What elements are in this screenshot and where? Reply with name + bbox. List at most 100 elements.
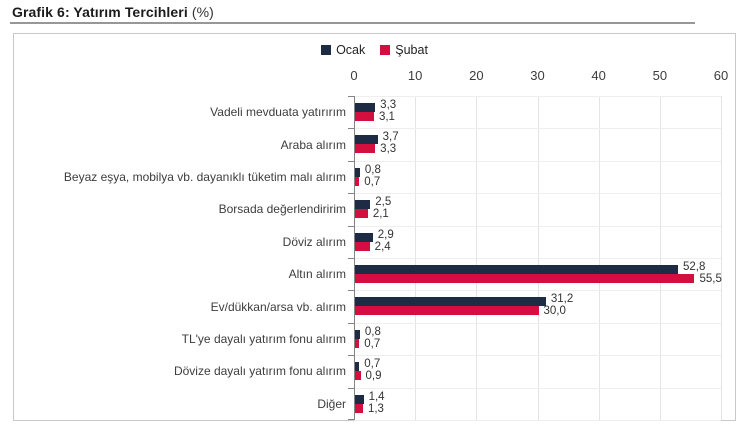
bar-ocak <box>355 232 373 242</box>
bar-ocak <box>355 297 546 307</box>
category-label: Araba alırım <box>280 137 346 152</box>
bar-ocak <box>355 329 360 339</box>
x-tick-label: 30 <box>530 68 545 83</box>
category-label: Döviz alırım <box>282 234 346 249</box>
gridline-horizontal <box>354 420 721 421</box>
bar-ocak <box>355 394 364 404</box>
value-label-ocak: 3,3 <box>380 99 397 111</box>
chart-title-unit: (%) <box>191 4 214 20</box>
chart-row: 1,4 1,3 <box>354 388 721 420</box>
category-axis-tick <box>348 355 354 357</box>
value-label-ocak: 0,7 <box>364 358 381 371</box>
bar-subat <box>355 338 360 348</box>
gridline-horizontal <box>354 387 721 389</box>
chart-row: 3,3 3,1 <box>354 96 721 128</box>
legend-swatch-icon <box>321 45 332 55</box>
value-label-ocak: 0,8 <box>364 325 381 338</box>
chart-container: Ocak Şubat 0 10 20 30 40 50 60 Vadeli mevduata … <box>13 33 736 421</box>
gridline-vertical <box>721 96 722 420</box>
category-axis-tick <box>348 96 354 97</box>
bar-ocak <box>355 362 360 372</box>
category-axis-tick <box>348 322 354 324</box>
chart-row: 2,5 2,1 <box>354 193 721 225</box>
category-axis-tick <box>348 128 354 130</box>
legend-item-ocak: Ocak <box>321 43 365 57</box>
gridline-horizontal <box>354 96 721 97</box>
value-label-subat: 55,5 <box>699 273 722 285</box>
bar-subat <box>355 241 370 251</box>
category-label: Borsada değerlendiririm <box>218 202 346 217</box>
value-label-subat: 0,7 <box>364 337 381 350</box>
category-label: Diğer <box>317 396 346 411</box>
chart-legend: Ocak Şubat <box>14 43 735 57</box>
gridline-horizontal <box>354 258 721 259</box>
category-axis-tick <box>348 419 354 420</box>
legend-label: Şubat <box>395 43 428 57</box>
bar-ocak <box>355 167 360 177</box>
x-tick-label: 20 <box>469 68 484 83</box>
bar-subat <box>355 112 374 121</box>
category-label: Ev/dükkan/arsa vb. alırım <box>210 299 346 314</box>
bar-subat <box>355 274 695 283</box>
category-label: TL'ye dayalı yatırım fonu alırım <box>181 332 346 346</box>
x-tick-label: 10 <box>407 68 423 83</box>
legend-swatch-icon <box>380 45 391 55</box>
category-axis-tick <box>348 225 354 227</box>
value-label-subat: 30,0 <box>543 305 566 318</box>
value-label-ocak: 2,5 <box>375 196 392 209</box>
gridline-horizontal <box>354 128 721 130</box>
chart-row: 52,8 55,5 <box>354 258 722 290</box>
gridline-horizontal <box>354 355 721 357</box>
x-tick-label: 60 <box>713 68 729 83</box>
category-label: Vadeli mevduata yatırırım <box>210 105 346 120</box>
category-axis-tick <box>348 160 354 162</box>
value-label-subat: 2,1 <box>372 208 389 221</box>
bar-subat <box>355 306 539 316</box>
value-label-ocak: 31,2 <box>550 293 574 306</box>
gridline-horizontal <box>354 193 721 195</box>
gridline-horizontal <box>354 225 721 227</box>
bar-ocak <box>355 265 678 274</box>
category-label: Beyaz eşya, mobilya vb. dayanıklı tüketi… <box>63 170 346 184</box>
value-label-subat: 0,9 <box>365 370 382 383</box>
bar-ocak <box>355 103 376 112</box>
chart-row: 2,9 2,4 <box>354 226 721 258</box>
x-tick-label: 50 <box>652 68 668 83</box>
x-axis: 0 10 20 30 40 50 60 <box>14 34 735 420</box>
chart-title: Grafik 6: Yatırım Tercihleri (%) <box>12 4 214 20</box>
gridline-horizontal <box>354 322 721 324</box>
chart-row: 0,7 0,9 <box>354 355 721 387</box>
category-axis-tick <box>348 193 354 195</box>
chart-title-main: Grafik 6: Yatırım Tercihleri <box>12 4 188 20</box>
x-tick-label: 40 <box>591 68 606 83</box>
value-label-subat: 3,3 <box>380 143 397 156</box>
gridline-horizontal <box>354 290 721 292</box>
value-label-ocak: 1,4 <box>368 390 385 403</box>
chart-row: 3,7 3,3 <box>354 128 721 160</box>
category-label: Dövize dayalı yatırım fonu alırım <box>173 364 346 379</box>
bar-ocak <box>355 135 378 145</box>
bar-subat <box>355 209 368 219</box>
value-label-ocak: 2,9 <box>377 228 394 241</box>
bar-ocak <box>355 200 371 210</box>
chart-row: 0,8 0,7 <box>354 323 721 355</box>
category-axis: Vadeli mevduata yatırırım Araba alırım Bey… <box>14 34 735 420</box>
category-label: Altın alırım <box>288 267 346 282</box>
plot-area: 3,3 3,1 3,7 3,3 0,8 0,7 2,5 2,1 2,9 2,4 52,8 55,5 31… <box>348 96 722 421</box>
bar-subat <box>355 371 361 381</box>
value-label-ocak: 3,7 <box>382 131 399 144</box>
chart-row: 0,8 0,7 <box>354 161 721 193</box>
category-axis-tick <box>348 387 354 389</box>
category-axis-line <box>354 96 355 420</box>
legend-item-subat: Şubat <box>380 43 428 57</box>
bar-subat <box>355 403 363 413</box>
gridline-horizontal <box>354 160 721 162</box>
value-label-ocak: 0,8 <box>364 163 381 176</box>
value-label-subat: 2,4 <box>374 240 391 253</box>
bar-subat <box>355 176 360 186</box>
title-divider <box>10 22 695 24</box>
legend-label: Ocak <box>336 43 366 57</box>
bar-subat <box>355 144 376 154</box>
category-axis-tick <box>348 258 354 259</box>
